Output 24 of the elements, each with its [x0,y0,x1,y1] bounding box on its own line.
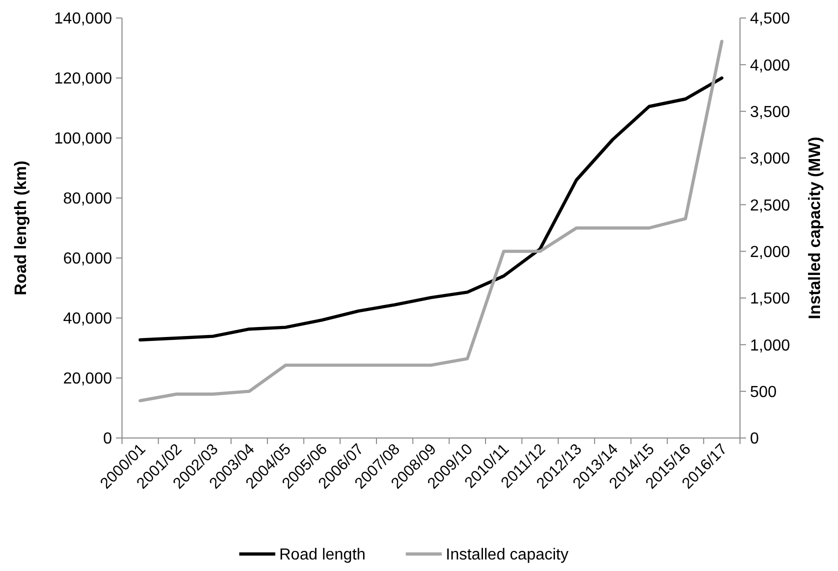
y2-tick-label: 1,000 [750,337,790,354]
y-tick-label: 140,000 [54,10,112,28]
line-series [138,40,724,402]
y-tick-label: 0 [103,430,112,448]
y2-tick-label: 3,500 [750,104,790,121]
y-tick-label: 100,000 [54,130,112,148]
y2-tick-label: 4,500 [750,10,790,28]
y2-tick-label: 3,000 [750,150,790,168]
y2-tick-label: 2,500 [750,197,790,214]
y2-tick-label: 0 [750,430,759,448]
y-tick-label: 60,000 [63,250,112,268]
y2-tick-label: 4,000 [750,57,790,74]
y-axis-title: Road length (km) [12,160,30,296]
y2-axis-title: Installed capacity (MW) [806,136,824,320]
y-tick-label: 120,000 [54,70,112,88]
y-tick-label: 40,000 [63,310,112,328]
line-series [138,76,724,342]
y2-tick-label: 500 [750,384,777,401]
y-tick-label: 20,000 [63,370,112,388]
y-tick-label: 80,000 [63,190,112,208]
y2-tick-label: 2,000 [750,244,790,261]
legend-label: Road length [279,546,366,564]
legend-label: Installed capacity [446,546,568,564]
y2-tick-label: 1,500 [750,290,790,308]
